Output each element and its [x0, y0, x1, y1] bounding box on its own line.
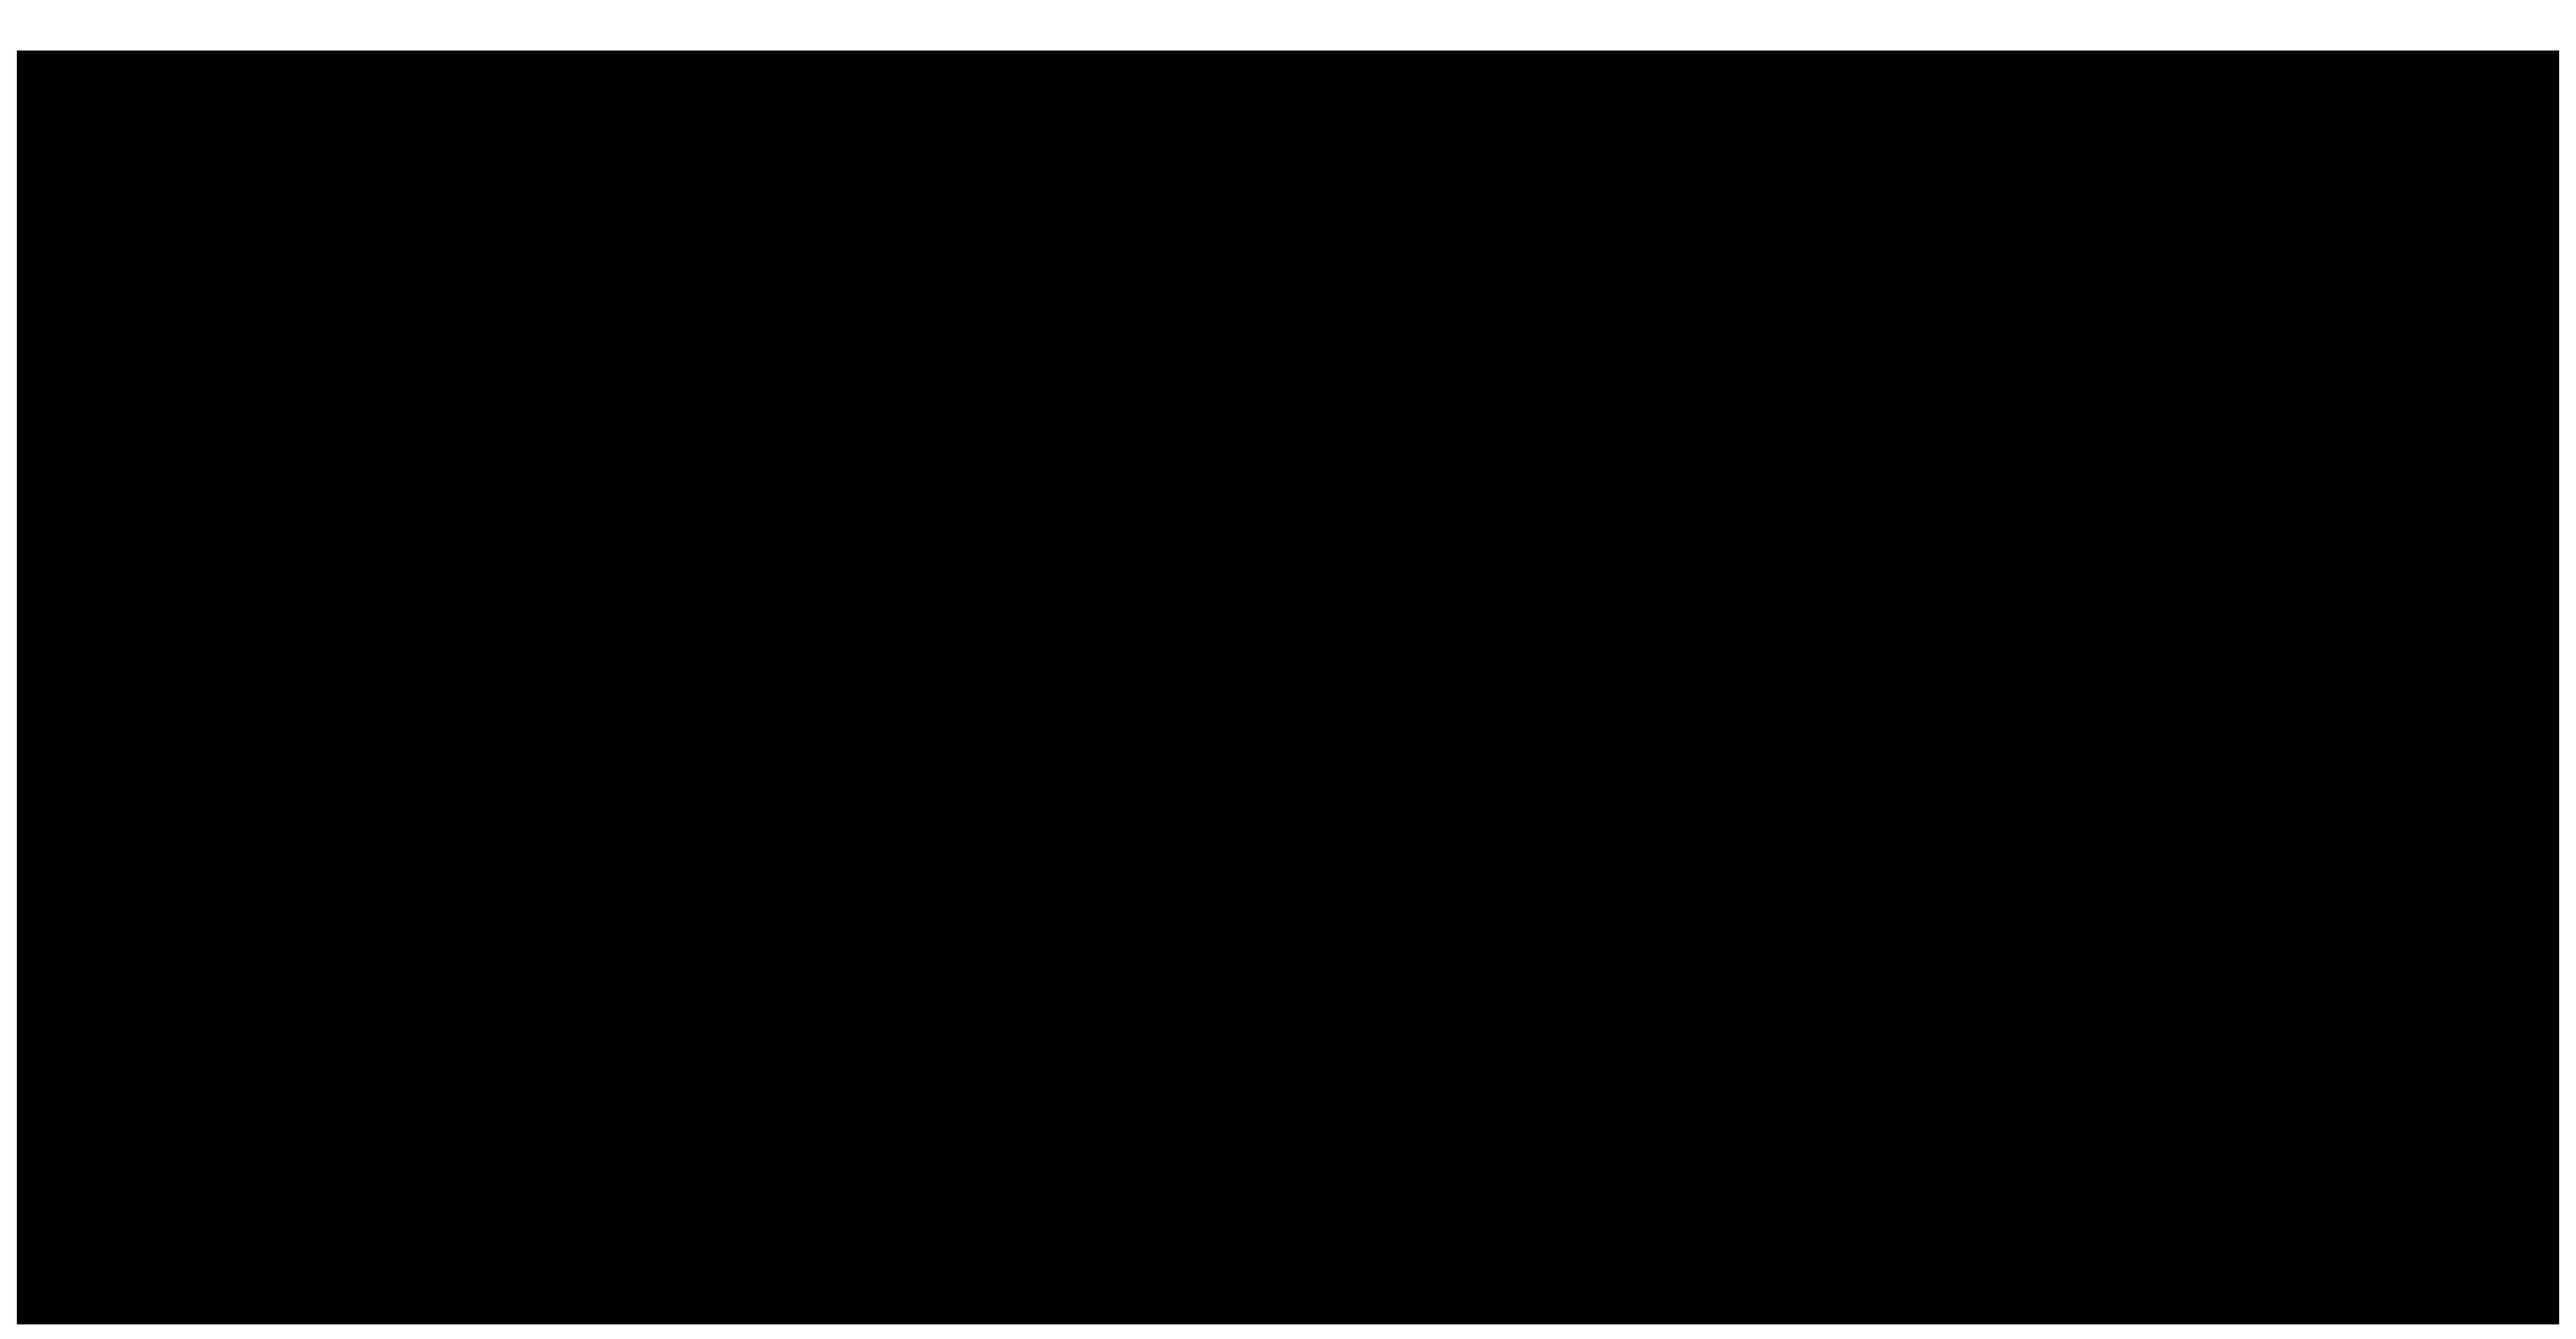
word-cloud	[17, 51, 2559, 1324]
word-cloud-panel	[17, 51, 2559, 1324]
